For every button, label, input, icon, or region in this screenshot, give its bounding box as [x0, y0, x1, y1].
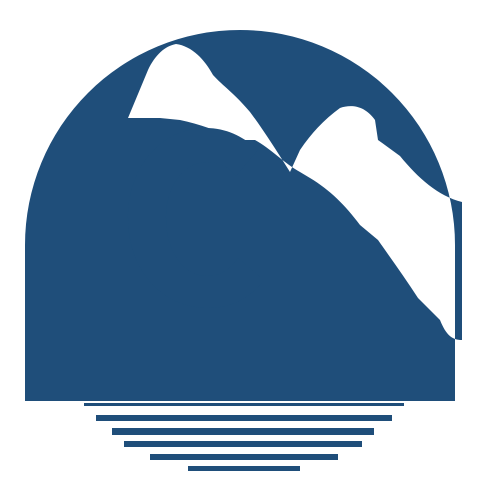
- water-line: [112, 428, 374, 435]
- letter-c: [128, 128, 264, 308]
- mountain-globe-shape: [25, 30, 462, 401]
- water-line: [188, 466, 300, 471]
- water-line: [150, 454, 338, 460]
- water-line: [96, 415, 392, 421]
- letter-l: [262, 200, 390, 398]
- water-line: [84, 403, 404, 406]
- water-line: [124, 441, 362, 447]
- water-lines-icon: [84, 403, 404, 471]
